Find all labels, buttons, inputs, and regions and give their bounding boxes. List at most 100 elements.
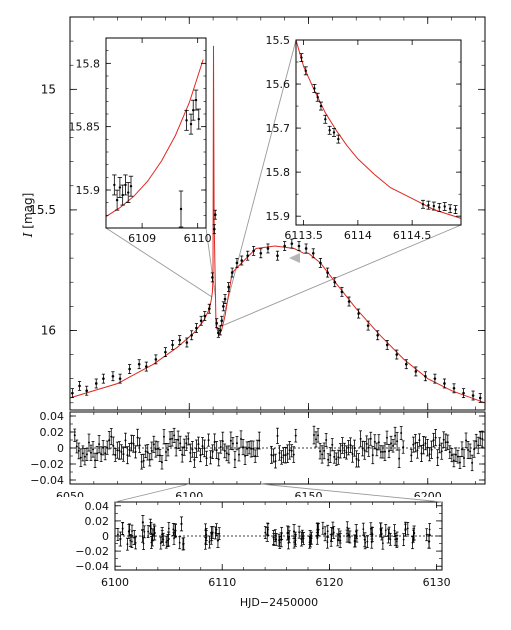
- residual-point: [167, 522, 171, 535]
- residual-point: [156, 441, 160, 457]
- x-tick-label: 6114: [344, 229, 372, 242]
- residual-point: [384, 524, 388, 537]
- residual-point: [199, 448, 202, 463]
- model-line: [295, 39, 462, 219]
- residual-point: [128, 443, 131, 457]
- data-point: [194, 323, 199, 333]
- residual-point: [249, 440, 253, 458]
- data-point: [376, 330, 380, 341]
- residual-point: [241, 439, 245, 456]
- residual-point: [272, 533, 276, 546]
- zoom-connector-lines: [105, 39, 462, 326]
- residual-point: [284, 446, 288, 464]
- residual-point: [270, 445, 273, 464]
- residual-point: [347, 440, 350, 456]
- data-point: [297, 241, 301, 251]
- residual-point: [393, 524, 396, 538]
- residual-point: [121, 522, 125, 536]
- residual-point: [436, 449, 440, 466]
- residual-point: [274, 453, 277, 469]
- residual-point: [440, 442, 444, 460]
- residual-point: [179, 516, 184, 532]
- residual-point: [176, 430, 180, 450]
- residual-point: [253, 449, 257, 463]
- model-line: [105, 59, 204, 218]
- data-point: [212, 224, 216, 235]
- data-point: [423, 371, 427, 382]
- x-axis-label: HJD−2450000: [240, 596, 318, 609]
- residual-point: [316, 428, 320, 443]
- y-tick-label: 15.5: [29, 203, 56, 217]
- residual-point: [411, 536, 414, 550]
- y-tick-label: 15.9: [76, 184, 101, 197]
- data-point: [128, 175, 134, 197]
- residual-point: [444, 433, 448, 451]
- data-point: [184, 109, 189, 131]
- connector-line: [105, 227, 212, 298]
- residual-point: [180, 446, 184, 463]
- residual-point: [159, 536, 163, 550]
- residual-point: [321, 521, 325, 535]
- data-point: [191, 99, 196, 121]
- data-point: [114, 189, 120, 211]
- residual-point: [450, 448, 454, 463]
- residual-point: [278, 445, 281, 461]
- data-point: [421, 199, 426, 209]
- residual-point: [418, 433, 421, 447]
- y-tick-label: 15.8: [266, 166, 291, 179]
- data-point: [190, 330, 194, 341]
- residual-point: [150, 441, 154, 461]
- residual-point: [314, 431, 318, 448]
- residual-point: [154, 440, 158, 458]
- residual-point: [369, 522, 373, 536]
- residual-point: [111, 436, 115, 456]
- residual-point: [77, 442, 81, 460]
- residual-point: [188, 443, 192, 463]
- residual-point: [399, 426, 403, 440]
- residual-point: [413, 434, 417, 453]
- residual-point: [178, 435, 182, 451]
- data-point: [117, 177, 123, 198]
- residual-point: [365, 435, 369, 453]
- residual-point: [294, 533, 297, 547]
- x-tick-label: 6114.5: [393, 229, 432, 242]
- residual-point: [215, 441, 219, 460]
- y-tick-label: 0.02: [40, 426, 65, 439]
- residual-point: [190, 441, 194, 458]
- residual-point: [297, 525, 301, 539]
- y-tick-label: 0.02: [85, 515, 110, 528]
- residual-point: [113, 448, 117, 462]
- residual-point: [430, 440, 433, 459]
- y-tick-label: 15.8: [76, 57, 101, 70]
- data-point: [216, 327, 220, 338]
- y-axis-label-unit: [mag]: [21, 193, 35, 229]
- residual-point: [87, 433, 91, 452]
- residual-point: [136, 428, 140, 447]
- residual-point: [415, 442, 419, 459]
- residual-point: [373, 434, 377, 450]
- residual-point: [353, 534, 357, 548]
- residual-point: [381, 445, 385, 459]
- data-point: [163, 347, 168, 358]
- residual-point: [79, 448, 83, 467]
- residual-point: [257, 431, 261, 450]
- y-tick-label: 15.6: [266, 78, 291, 91]
- residual-point: [128, 534, 132, 547]
- y-tick-label: 0.04: [40, 410, 65, 423]
- residual-point: [336, 449, 340, 465]
- residual-point: [462, 449, 466, 467]
- residual-point: [115, 441, 119, 459]
- residual-point: [328, 447, 332, 463]
- data-point: [356, 308, 361, 319]
- data-point: [218, 325, 222, 336]
- data-point: [414, 366, 418, 377]
- data-point: [303, 66, 308, 76]
- data-point: [299, 53, 304, 63]
- residual-point: [434, 429, 438, 447]
- residual-point: [348, 530, 352, 544]
- residual-point: [243, 446, 247, 465]
- x-tick-label: 6100: [101, 576, 129, 589]
- data-point: [207, 303, 211, 314]
